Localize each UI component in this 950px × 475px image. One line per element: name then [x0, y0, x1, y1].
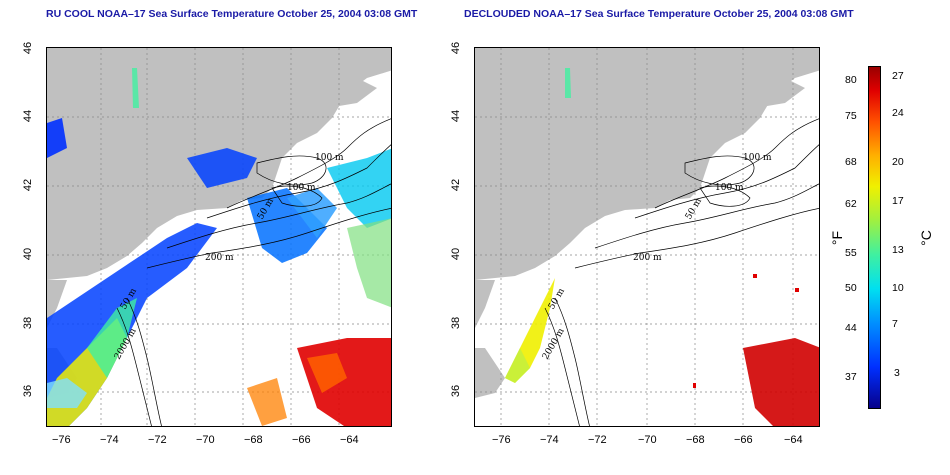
fahrenheit-tick: 55 — [845, 247, 857, 259]
x-tick-label: −64 — [340, 434, 359, 446]
y-tick-label: 38 — [22, 316, 35, 330]
x-tick-label: −66 — [292, 434, 311, 446]
fahrenheit-tick: 44 — [845, 322, 857, 334]
sst-patches — [47, 68, 391, 426]
celsius-tick: 17 — [892, 195, 904, 207]
y-tick-label: 46 — [22, 41, 35, 55]
fahrenheit-tick: 50 — [845, 282, 857, 294]
y-tick-label: 44 — [22, 109, 35, 123]
x-tick-label: −76 — [52, 434, 71, 446]
x-tick-label: −70 — [196, 434, 215, 446]
land-mass — [475, 348, 505, 398]
land-mass — [735, 73, 805, 108]
celsius-tick: 7 — [892, 318, 898, 330]
celsius-tick: 24 — [892, 107, 904, 119]
celsius-unit-label: °C — [917, 230, 934, 246]
x-tick-label: −70 — [638, 434, 657, 446]
fahrenheit-tick: 80 — [845, 74, 857, 86]
y-tick-label: 40 — [22, 247, 35, 261]
fahrenheit-tick: 37 — [845, 371, 857, 383]
celsius-tick: 27 — [892, 70, 904, 82]
right-sst-map: 100 m 100 m 50 m 200 m 50 m 2000 m — [474, 47, 820, 427]
land-mass — [307, 73, 377, 108]
y-tick-label: 46 — [450, 41, 463, 55]
contour-label: 200 m — [205, 253, 234, 263]
x-tick-label: −64 — [784, 434, 803, 446]
x-tick-label: −74 — [100, 434, 119, 446]
celsius-tick: 20 — [892, 156, 904, 168]
y-tick-label: 42 — [450, 178, 463, 192]
isobath-contours — [116, 118, 391, 426]
contour-label: 100 m — [743, 153, 772, 163]
temperature-colorbar — [868, 66, 881, 409]
left-sst-map: 100 m 100 m 50 m 200 m 50 m 2000 m — [46, 47, 392, 427]
fahrenheit-unit-label: °F — [829, 230, 846, 246]
contour-label: 100 m — [315, 153, 344, 163]
right-map-title: DECLOUDED NOAA–17 Sea Surface Temperatur… — [464, 8, 854, 20]
celsius-tick: 13 — [892, 244, 904, 256]
left-map-title: RU COOL NOAA–17 Sea Surface Temperature … — [46, 8, 418, 20]
celsius-tick: 10 — [892, 282, 904, 294]
x-tick-label: −68 — [244, 434, 263, 446]
land-mass — [475, 280, 495, 328]
fahrenheit-tick: 75 — [845, 110, 857, 122]
left-map-canvas: 100 m 100 m 50 m 200 m 50 m 2000 m — [47, 48, 391, 426]
fahrenheit-tick: 62 — [845, 198, 857, 210]
right-map-canvas: 100 m 100 m 50 m 200 m 50 m 2000 m — [475, 48, 819, 426]
x-tick-label: −72 — [148, 434, 167, 446]
contour-label: 100 m — [715, 183, 744, 193]
y-tick-label: 40 — [450, 247, 463, 261]
contour-label: 50 m — [684, 196, 704, 221]
y-tick-label: 44 — [450, 109, 463, 123]
contour-label: 200 m — [633, 253, 662, 263]
x-tick-label: −74 — [540, 434, 559, 446]
x-tick-label: −72 — [588, 434, 607, 446]
x-tick-label: −68 — [686, 434, 705, 446]
y-tick-label: 36 — [450, 384, 463, 398]
contour-label: 100 m — [287, 183, 316, 193]
isobath-contours — [544, 118, 819, 426]
y-tick-label: 42 — [22, 178, 35, 192]
sst-patches — [505, 68, 819, 426]
x-tick-label: −76 — [492, 434, 511, 446]
gridlines — [475, 48, 819, 426]
x-tick-label: −66 — [734, 434, 753, 446]
y-tick-label: 36 — [22, 384, 35, 398]
celsius-tick: 3 — [894, 367, 900, 379]
contour-label: 2000 m — [541, 326, 567, 361]
fahrenheit-tick: 68 — [845, 156, 857, 168]
y-tick-label: 38 — [450, 316, 463, 330]
